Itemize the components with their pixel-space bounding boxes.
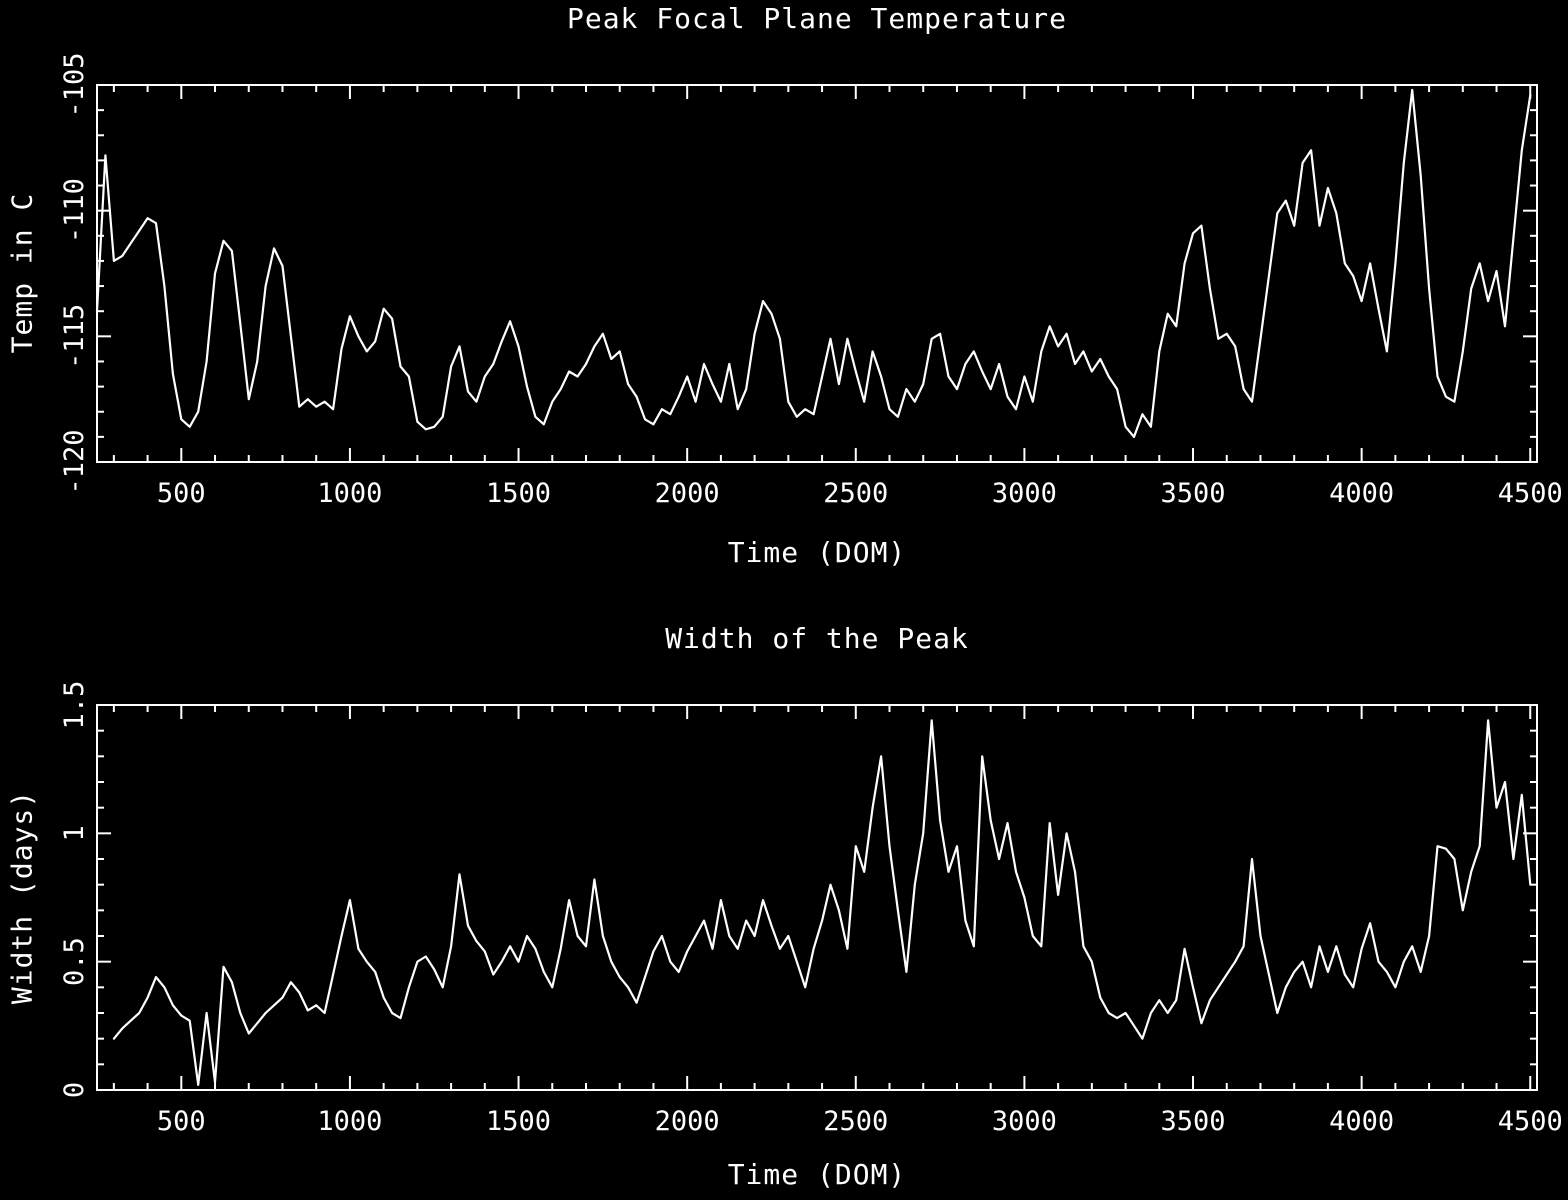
x-tick-label: 4000	[1329, 1106, 1394, 1137]
chart-title-temperature: Peak Focal Plane Temperature	[566, 2, 1067, 35]
x-tick-label: 3500	[1161, 478, 1226, 509]
chart-title-width: Width of the Peak	[665, 622, 969, 655]
x-tick-label: 3000	[992, 478, 1057, 509]
x-axis-label-temperature: Time (DOM)	[727, 536, 907, 569]
y-tick-label: 0.5	[59, 937, 90, 986]
x-tick-label: 500	[157, 478, 206, 509]
x-tick-label: 1500	[486, 1106, 551, 1137]
y-tick-label: 1.5	[59, 681, 90, 730]
y-tick-label: -120	[59, 429, 90, 494]
x-tick-label: 4000	[1329, 478, 1394, 509]
x-tick-label: 1500	[486, 478, 551, 509]
x-tick-label: 3000	[992, 1106, 1057, 1137]
x-tick-label: 2000	[655, 1106, 720, 1137]
x-tick-label: 2500	[823, 1106, 888, 1137]
width-series-line	[112, 719, 1532, 1086]
x-tick-label: 1000	[317, 478, 382, 509]
chart-temperature: 500 1000 1500 2000 2500 3000 3500 4000 4500 -120 -…	[59, 52, 1563, 509]
y-axis-label-temperature: Temp in C	[5, 192, 39, 354]
plot-frame	[96, 704, 1538, 1091]
x-tick-label: 4500	[1498, 478, 1563, 509]
y-axis-label-width: Width (days)	[5, 789, 39, 1005]
plot-frame	[96, 84, 1538, 463]
y-tick-label: 0	[59, 1082, 90, 1098]
y-tick-label: -110	[59, 178, 90, 243]
x-tick-label: 3500	[1161, 1106, 1226, 1137]
x-tick-label: 500	[157, 1106, 206, 1137]
x-tick-label: 1000	[317, 1106, 382, 1137]
x-tick-label: 2500	[823, 478, 888, 509]
y-tick-label: -115	[59, 304, 90, 369]
chart-width: 500 1000 1500 2000 2500 3000 3500 4000 4500 0 0.5 1…	[59, 681, 1563, 1137]
x-tick-label: 4500	[1498, 1106, 1563, 1137]
x-axis-label-width: Time (DOM)	[727, 1158, 907, 1191]
x-tick-label: 2000	[655, 478, 720, 509]
y-tick-label: -105	[59, 52, 90, 117]
temperature-series-line	[95, 88, 1532, 438]
y-tick-label: 1	[59, 825, 90, 841]
